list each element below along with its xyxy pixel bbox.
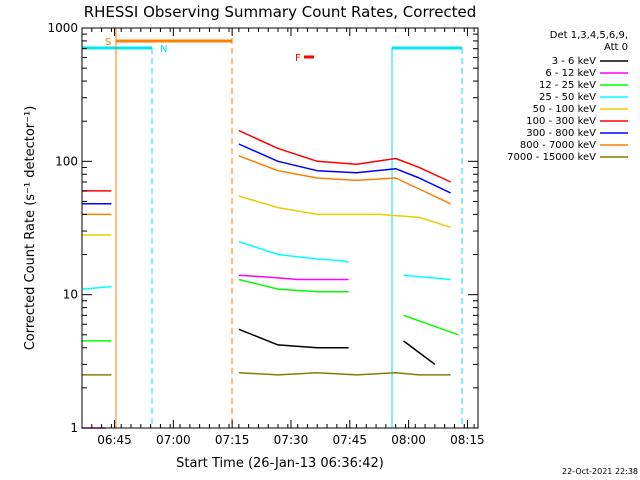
series-7 <box>82 155 451 216</box>
series-line-1-1 <box>238 274 349 281</box>
annotation-n: N <box>160 44 167 55</box>
y-tick-label: 10 <box>63 288 78 302</box>
timestamp: 22-Oct-2021 22:38 <box>562 467 638 476</box>
series-line-5-1 <box>238 129 451 183</box>
y-tick-label: 1000 <box>47 21 78 35</box>
legend-label: 300 - 800 keV <box>526 128 596 139</box>
series-line-3-1 <box>238 240 349 264</box>
x-tick-label: 07:30 <box>274 433 309 447</box>
instrument-bars: S N F <box>82 28 463 428</box>
x-tick-label: 07:15 <box>215 433 250 447</box>
series-5 <box>82 129 451 192</box>
x-tick-label: 07:00 <box>156 433 191 447</box>
legend-header: Att 0 <box>604 42 628 53</box>
legend-label: 3 - 6 keV <box>552 56 596 67</box>
series-8 <box>82 371 451 376</box>
series-0 <box>238 328 436 366</box>
series-line-6-1 <box>238 143 451 194</box>
series-line-3-0 <box>81 285 112 290</box>
legend-label: 50 - 100 keV <box>533 104 597 115</box>
series-3 <box>81 240 451 290</box>
series-line-0-0 <box>238 328 349 349</box>
chart-title: RHESSI Observing Summary Count Rates, Co… <box>84 3 477 21</box>
series-line-7-1 <box>238 155 451 205</box>
legend-header: Det 1,3,4,5,6,9, <box>550 30 628 41</box>
legend-label: 100 - 300 keV <box>526 116 596 127</box>
annotation-f: F <box>295 53 301 64</box>
legend-label: 25 - 50 keV <box>539 92 596 103</box>
y-tick-label: 100 <box>55 154 78 168</box>
y-axis-label: Corrected Count Rate (s⁻¹ detector⁻¹) <box>23 106 38 351</box>
series-line-0-1 <box>403 340 436 366</box>
series-layer <box>81 129 459 429</box>
x-tick-label: 06:45 <box>97 433 132 447</box>
annotation-s: S <box>105 37 111 48</box>
series-1 <box>82 274 349 429</box>
x-axis-label: Start Time (26-Jan-13 06:36:42) <box>176 456 384 471</box>
legend-label: 7000 - 15000 keV <box>507 152 596 163</box>
series-line-8-1 <box>238 371 451 376</box>
y-tick-label: 1 <box>70 421 78 435</box>
legend-label: 800 - 7000 keV <box>520 140 596 151</box>
series-4 <box>82 195 451 236</box>
legend-label: 12 - 25 keV <box>539 80 596 91</box>
series-line-4-1 <box>238 195 451 229</box>
x-tick-label: 07:45 <box>332 433 367 447</box>
x-tick-label: 08:15 <box>450 433 485 447</box>
axes-layer: 06:45 07:00 07:15 07:30 07:45 08:00 08:15 1 10 10… <box>47 21 484 447</box>
series-line-3-2 <box>403 274 451 281</box>
series-line-2-1 <box>238 278 349 293</box>
series-6 <box>82 143 451 205</box>
series-2 <box>82 278 459 342</box>
series-line-2-2 <box>403 314 459 336</box>
plot-frame <box>81 27 479 429</box>
x-tick-label: 08:00 <box>391 433 426 447</box>
legend-label: 6 - 12 keV <box>545 68 596 79</box>
